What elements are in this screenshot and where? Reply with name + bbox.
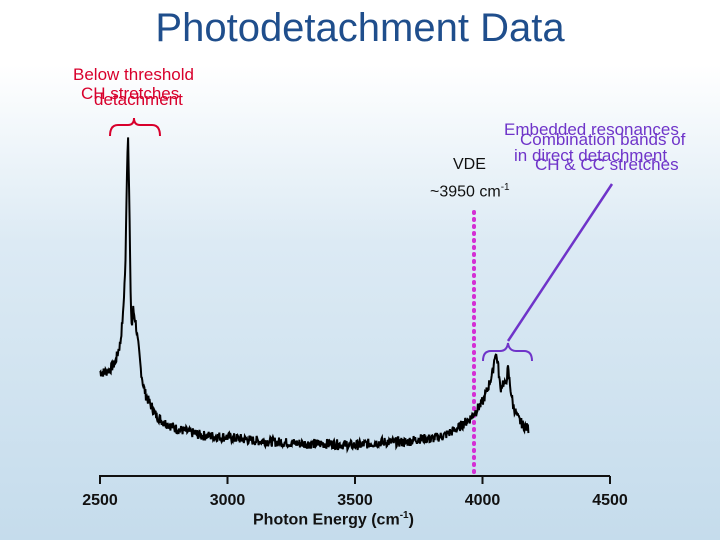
x-axis-label-exponent: -1	[399, 510, 409, 521]
ch-stretches-label: CH stretches	[81, 84, 180, 103]
vde-value: ~3950 cm-1	[430, 178, 510, 202]
embedded-resonance-pointer	[506, 183, 614, 342]
slide-title: Photodetachment Data	[155, 6, 565, 50]
vde-value-text: ~3950 cm	[430, 183, 501, 201]
embedded-resonances-label-line2: in direct detachment	[514, 146, 668, 165]
x-tick-label: 2500	[82, 492, 118, 509]
embedded-resonance-bracket	[482, 342, 533, 362]
x-tick-label: 3500	[337, 492, 373, 509]
combination-bands-label-line1: Combination bands of	[520, 130, 686, 149]
below-threshold-label-line2: detachment	[94, 90, 183, 109]
x-axis-ticks: 2500 3000 3500 4000 4500	[82, 476, 628, 509]
vde-value-exponent: -1	[500, 182, 510, 193]
x-tick-label: 4500	[592, 492, 628, 509]
combination-bands-label-line2: CH & CC stretches	[535, 155, 679, 174]
embedded-resonances-label-line1: Embedded resonances	[504, 120, 679, 139]
x-axis-label: Photon Energy (cm-1)	[253, 510, 414, 529]
x-tick-label: 4000	[465, 492, 501, 509]
x-axis-label-close: )	[408, 511, 414, 529]
x-tick-label: 3000	[210, 492, 246, 509]
below-threshold-label-line1: Below threshold	[73, 65, 194, 84]
vde-label: VDE	[453, 156, 486, 173]
photodetachment-spectrum-line	[99, 137, 530, 454]
below-threshold-bracket	[109, 117, 161, 137]
x-axis-label-text: Photon Energy (cm	[253, 511, 400, 529]
